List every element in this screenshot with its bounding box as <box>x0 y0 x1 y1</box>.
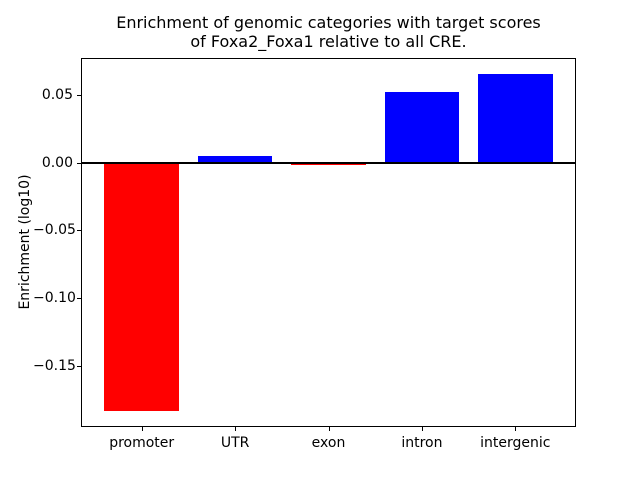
y-tick-label: −0.05 <box>33 222 76 239</box>
bar-exon <box>291 162 366 166</box>
y-tick-mark <box>77 230 81 232</box>
chart-title: Enrichment of genomic categories with ta… <box>81 13 576 51</box>
chart-title-line-1: Enrichment of genomic categories with ta… <box>116 13 541 32</box>
x-tick-label: intergenic <box>480 435 551 451</box>
x-tick-label: exon <box>311 435 346 451</box>
x-tick-mark <box>328 427 330 431</box>
chart-title-line-2: of Foxa2_Foxa1 relative to all CRE. <box>190 32 467 51</box>
y-tick-label: 0.05 <box>41 86 73 103</box>
zero-line <box>81 161 576 164</box>
bar-intergenic <box>477 74 553 163</box>
x-tick-mark <box>235 427 237 431</box>
y-tick-label: 0.00 <box>41 154 73 171</box>
y-tick-label: −0.15 <box>33 358 76 374</box>
x-tick-label: promoter <box>109 435 175 451</box>
x-tick-mark <box>141 427 143 431</box>
x-tick-label: UTR <box>220 435 250 451</box>
y-tick-label: −0.10 <box>33 290 76 307</box>
y-tick-mark <box>77 162 81 164</box>
y-tick-mark <box>77 298 81 300</box>
bar-UTR <box>197 155 273 163</box>
bar-promoter <box>104 162 179 411</box>
bar-intron <box>384 91 460 163</box>
x-tick-label: intron <box>401 435 443 451</box>
y-tick-mark <box>77 366 81 367</box>
x-tick-mark <box>515 427 517 431</box>
x-tick-mark <box>421 427 423 431</box>
y-tick-mark <box>77 94 81 96</box>
